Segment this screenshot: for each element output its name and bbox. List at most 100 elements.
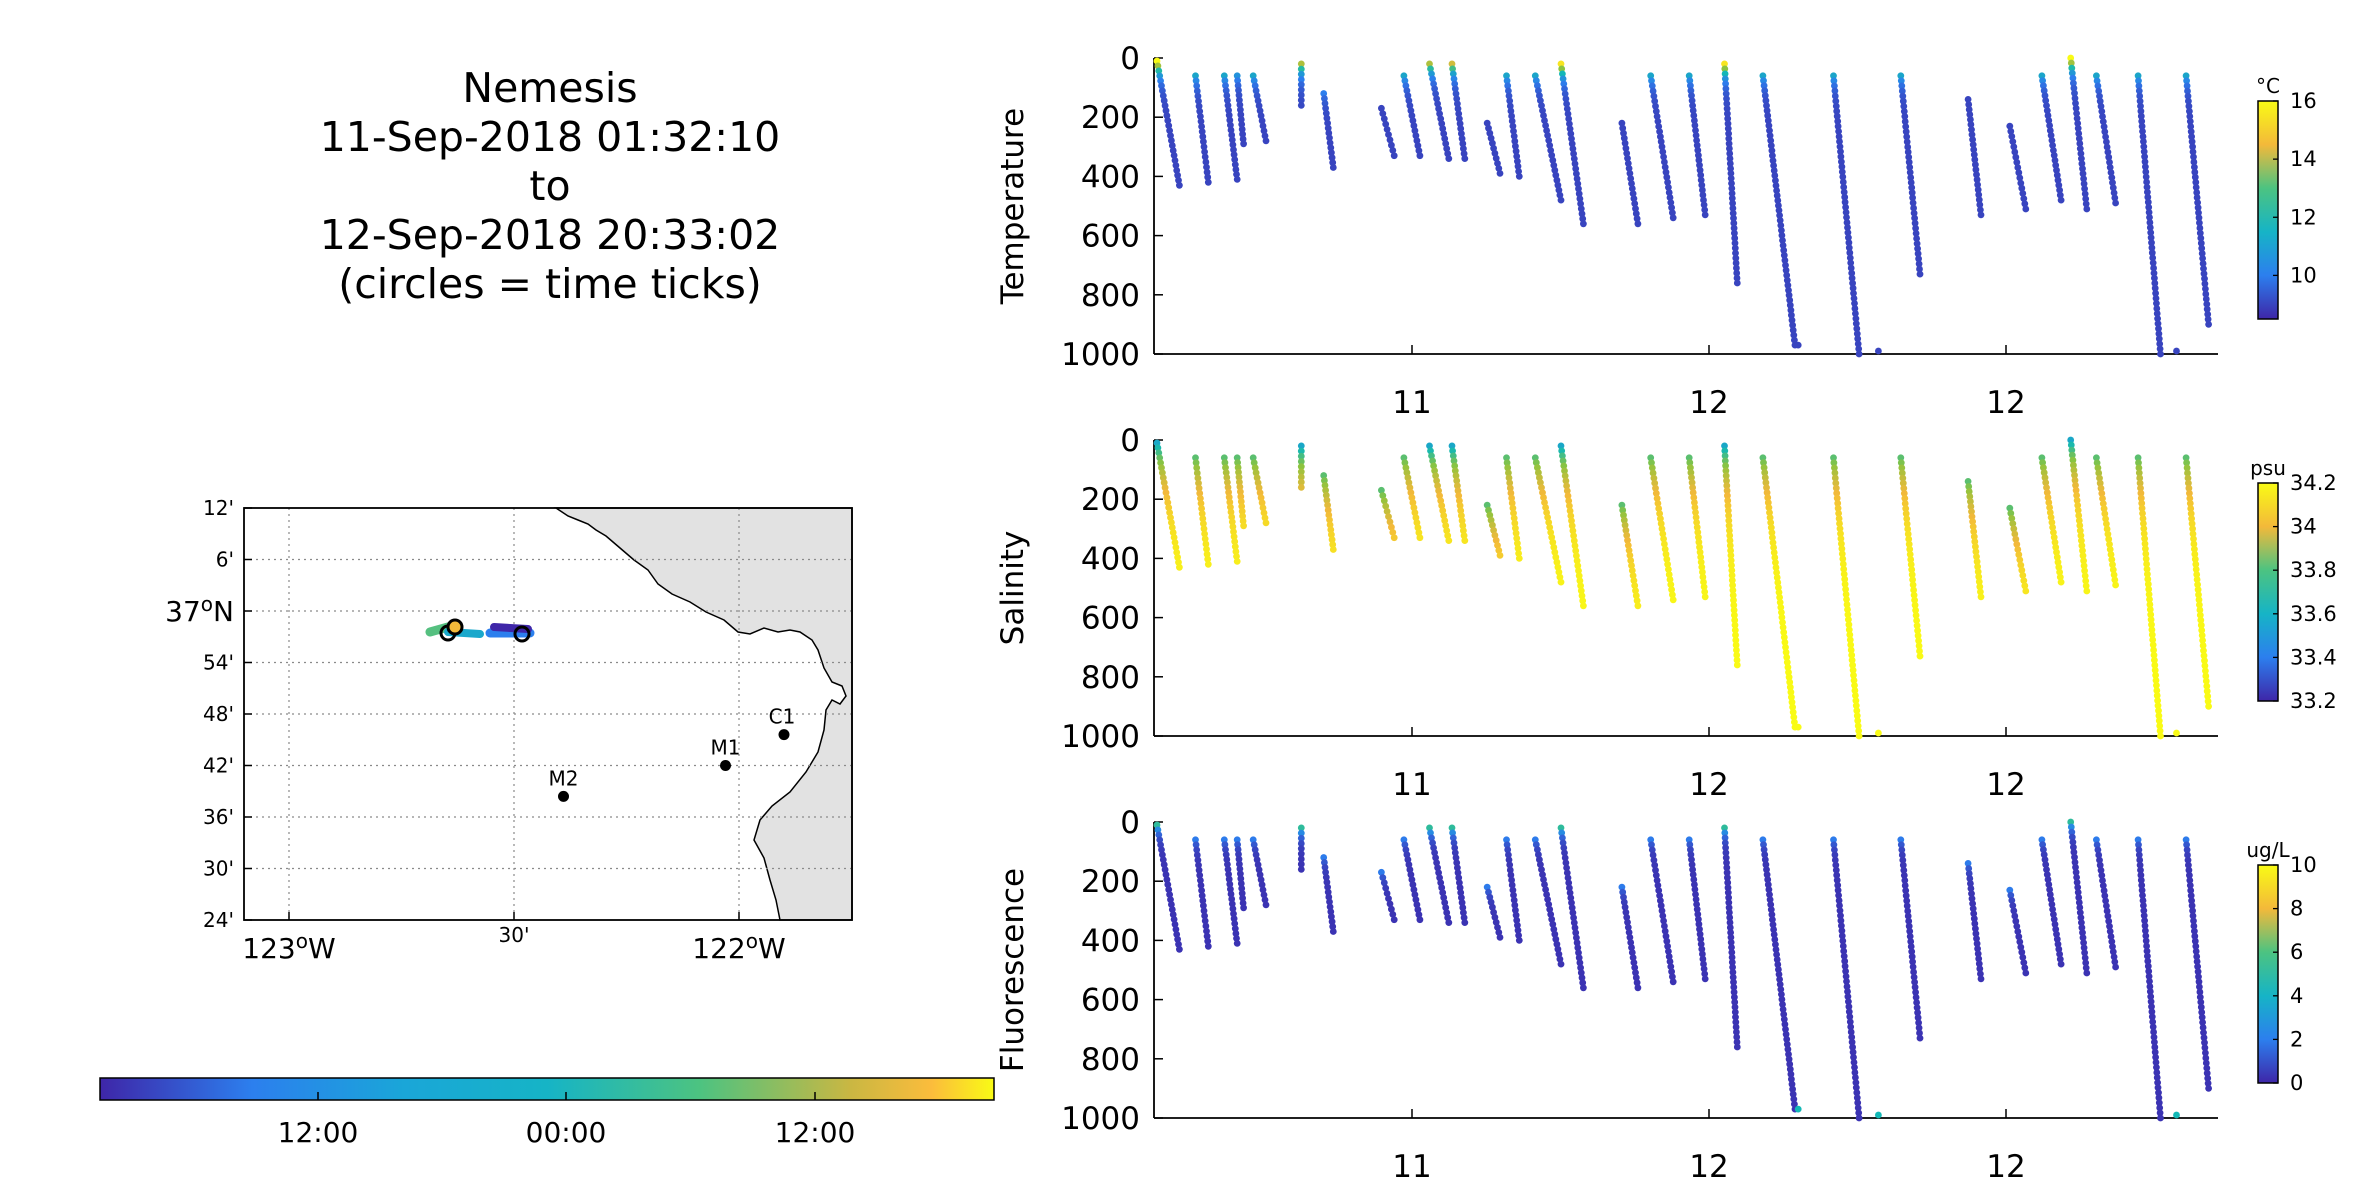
data-point bbox=[1730, 219, 1738, 227]
data-point bbox=[1505, 87, 1512, 95]
data-point bbox=[1661, 163, 1669, 171]
y-tick-label: 1000 bbox=[1061, 1101, 1140, 1137]
data-point bbox=[1902, 892, 1910, 900]
data-point bbox=[1905, 535, 1913, 543]
data-point bbox=[2137, 112, 2145, 120]
data-point bbox=[1977, 970, 1984, 978]
data-point bbox=[1618, 883, 1626, 891]
data-point bbox=[1688, 92, 1695, 99]
data-point bbox=[1845, 1008, 1853, 1016]
data-point bbox=[1730, 601, 1738, 609]
data-point bbox=[2144, 952, 2151, 960]
data-point bbox=[1898, 851, 1906, 859]
data-point bbox=[2203, 682, 2211, 690]
data-point bbox=[1452, 854, 1460, 862]
data-point bbox=[2093, 841, 2101, 849]
data-point bbox=[1732, 631, 1739, 639]
data-point bbox=[1913, 240, 1921, 248]
data-point bbox=[1781, 638, 1789, 646]
data-point bbox=[2135, 846, 2143, 854]
data-point bbox=[2173, 1111, 2180, 1119]
data-point bbox=[1913, 1004, 1921, 1011]
data-point bbox=[1569, 527, 1577, 535]
data-point bbox=[1666, 958, 1674, 965]
data-point bbox=[1195, 484, 1203, 492]
data-point bbox=[1192, 77, 1200, 85]
data-point bbox=[1767, 901, 1775, 908]
data-point bbox=[2070, 466, 2078, 474]
data-point bbox=[1666, 576, 1674, 583]
data-point bbox=[2148, 1003, 2155, 1011]
data-point bbox=[1667, 199, 1675, 207]
data-point bbox=[2156, 1104, 2164, 1112]
data-point bbox=[2195, 209, 2202, 217]
data-point bbox=[1624, 536, 1631, 544]
data-point bbox=[2081, 185, 2089, 193]
data-point bbox=[1620, 898, 1628, 906]
data-point bbox=[1658, 525, 1666, 533]
data-point bbox=[1624, 542, 1632, 549]
data-point bbox=[1690, 112, 1698, 119]
data-point bbox=[1235, 855, 1243, 863]
data-point bbox=[1297, 484, 1305, 491]
data-point bbox=[1571, 924, 1579, 932]
data-point bbox=[1769, 152, 1776, 160]
data-point bbox=[2142, 168, 2150, 176]
time-tick-circle bbox=[446, 618, 464, 636]
data-point bbox=[1852, 310, 1859, 317]
data-point bbox=[1449, 65, 1456, 73]
data-point bbox=[1900, 484, 1908, 492]
data-point bbox=[2016, 938, 2024, 946]
data-point bbox=[1904, 525, 1912, 533]
data-point bbox=[2155, 1099, 2163, 1107]
data-point bbox=[1723, 477, 1730, 485]
data-point bbox=[1854, 1099, 1862, 1107]
data-point bbox=[1192, 841, 1200, 849]
data-point bbox=[1840, 952, 1848, 960]
data-point bbox=[1508, 112, 1515, 120]
data-point bbox=[2154, 1079, 2162, 1086]
data-point bbox=[1388, 141, 1395, 149]
data-point bbox=[2186, 107, 2193, 115]
colorbar-tick-label: 10 bbox=[2290, 263, 2317, 287]
data-point bbox=[1513, 534, 1521, 542]
data-point bbox=[2204, 315, 2212, 323]
data-point bbox=[2182, 72, 2190, 80]
data-point bbox=[1699, 573, 1707, 581]
data-point bbox=[2190, 535, 2197, 543]
data-point bbox=[2019, 954, 2027, 961]
data-point bbox=[1723, 482, 1731, 490]
data-point bbox=[1457, 125, 1465, 133]
data-points bbox=[1153, 54, 2213, 358]
data-point bbox=[2192, 184, 2200, 191]
data-point bbox=[1729, 968, 1737, 976]
data-point bbox=[2076, 904, 2084, 911]
data-point bbox=[1378, 486, 1385, 494]
data-point bbox=[1297, 447, 1305, 455]
data-point bbox=[1227, 890, 1235, 898]
data-point bbox=[1783, 271, 1791, 279]
map-lat-tick-label: 37oN bbox=[165, 592, 234, 628]
data-point bbox=[2069, 456, 2077, 464]
data-point bbox=[1967, 880, 1974, 887]
data-point bbox=[1619, 506, 1627, 514]
data-point bbox=[1733, 269, 1741, 277]
data-point bbox=[1909, 194, 1916, 202]
data-point bbox=[2192, 566, 2200, 573]
data-point bbox=[1570, 914, 1577, 922]
data-point bbox=[1665, 948, 1672, 955]
data-point bbox=[1910, 204, 1917, 212]
data-point bbox=[2022, 205, 2030, 213]
data-point bbox=[1382, 120, 1390, 128]
data-point bbox=[2080, 562, 2088, 570]
y-tick-label: 800 bbox=[1081, 278, 1140, 314]
data-point bbox=[1455, 110, 1463, 118]
data-point bbox=[1761, 851, 1769, 859]
data-point bbox=[1458, 135, 1466, 143]
data-point bbox=[2097, 866, 2105, 874]
data-point bbox=[2146, 596, 2153, 603]
data-point bbox=[1459, 522, 1467, 530]
x-tick-label: 12 bbox=[1689, 385, 1728, 421]
data-point bbox=[2101, 892, 2109, 900]
data-point bbox=[2202, 290, 2210, 298]
